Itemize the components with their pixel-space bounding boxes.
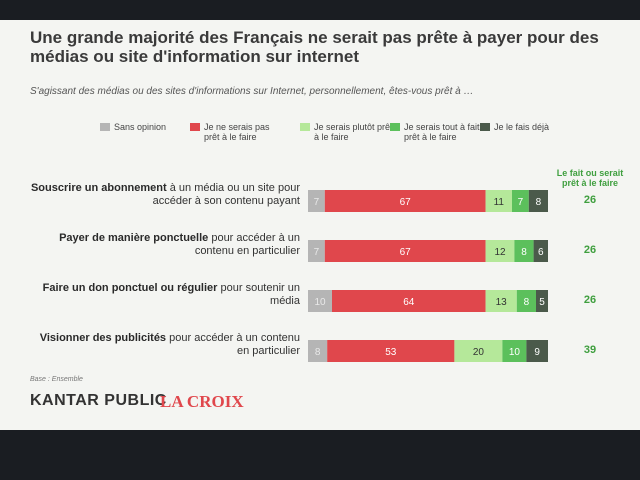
value-label: 7 — [518, 197, 524, 208]
category-rest: à un média ou un site pour accéder à son… — [152, 182, 300, 207]
bar-segment — [516, 290, 536, 312]
total-value: 26 — [583, 194, 597, 206]
legend-item: Je le fais déjà — [480, 122, 574, 132]
bar-segment — [533, 240, 548, 262]
legend-label: Sans opinion — [114, 122, 167, 132]
category-label: Faire un don ponctuel ou régulier pour s… — [30, 282, 300, 308]
bar-segment — [485, 290, 517, 312]
bar-segment — [308, 190, 325, 212]
category-label: Souscrire un abonnement à un média ou un… — [30, 182, 300, 208]
value-label: 10 — [314, 297, 326, 308]
category-label: Visionner des publicités pour accéder à … — [30, 332, 300, 358]
bar-segment — [308, 340, 328, 362]
legend-swatch — [480, 123, 490, 131]
bar-segment — [324, 240, 486, 262]
title: Une grande majorité des Français ne sera… — [30, 28, 599, 66]
bar-segment — [485, 240, 515, 262]
value-label: 7 — [314, 197, 320, 208]
value-label: 64 — [403, 297, 415, 308]
value-label: 67 — [400, 247, 412, 258]
legend-swatch — [300, 123, 310, 131]
value-label: 20 — [473, 347, 485, 358]
bar-segment — [308, 290, 332, 312]
total-value: 39 — [583, 344, 597, 356]
legend-label: Je serais tout à fait prêt à le faire — [404, 122, 480, 142]
total-value: 26 — [583, 294, 597, 306]
bar-segment — [485, 190, 512, 212]
logo: LA CROIX — [160, 392, 244, 411]
value-label: 5 — [539, 297, 545, 308]
bar-segment — [502, 340, 527, 362]
bar-segment — [536, 290, 548, 312]
category-bold: Souscrire un abonnement — [30, 182, 167, 194]
value-label: 8 — [524, 297, 530, 308]
category-rest: pour soutenir un média — [220, 282, 301, 307]
value-label: 7 — [314, 247, 320, 258]
legend-swatch — [190, 123, 200, 131]
bar-segment — [308, 240, 325, 262]
value-label: 53 — [385, 347, 397, 358]
legend-item: Je serais plutôt prêt à le faire — [300, 122, 394, 142]
base-note: Base : Ensemble — [30, 376, 83, 383]
value-label: 11 — [494, 197, 505, 208]
legend-item: Je ne serais pas prêt à le faire — [190, 122, 284, 142]
legend-label: Je le fais déjà — [494, 122, 550, 132]
legend-item: Je serais tout à fait prêt à le faire — [390, 122, 484, 142]
bar-segment — [332, 290, 486, 312]
total-value: 26 — [583, 244, 597, 256]
category-bold: Faire un don ponctuel ou régulier — [42, 282, 218, 294]
category-rest: pour accéder à un contenu en particulier — [194, 232, 300, 257]
bar-segment — [514, 240, 534, 262]
value-label: 10 — [509, 347, 521, 358]
legend-label: Je serais plutôt prêt à le faire — [314, 122, 393, 142]
total-header: Le fait ou serait prêt à le faire — [556, 168, 624, 188]
subtitle: S'agissant des médias ou des sites d'inf… — [30, 86, 474, 97]
bar-segment — [454, 340, 503, 362]
bar-segment — [324, 190, 486, 212]
value-label: 13 — [496, 297, 508, 308]
bar-segment — [528, 190, 548, 212]
legend-item: Sans opinion — [100, 122, 194, 132]
value-label: 8 — [315, 347, 321, 358]
legend-swatch — [100, 123, 110, 131]
logo: KANTAR PUBLIC — [30, 392, 167, 409]
value-label: 8 — [521, 247, 527, 258]
value-label: 9 — [534, 347, 540, 358]
value-label: 67 — [400, 197, 412, 208]
bar-segment — [512, 190, 529, 212]
category-bold: Visionner des publicités — [39, 332, 167, 344]
value-label: 8 — [536, 197, 542, 208]
legend-swatch — [390, 123, 400, 131]
value-label: 12 — [494, 247, 506, 258]
value-label: 6 — [538, 247, 544, 258]
category-bold: Payer de manière ponctuelle — [59, 232, 209, 244]
legend-label: Je ne serais pas prêt à le faire — [204, 122, 270, 142]
category-rest: pour accéder à un contenu en particulier — [169, 332, 300, 357]
bar-segment — [526, 340, 548, 362]
category-label: Payer de manière ponctuelle pour accéder… — [30, 232, 300, 258]
bar-segment — [327, 340, 455, 362]
